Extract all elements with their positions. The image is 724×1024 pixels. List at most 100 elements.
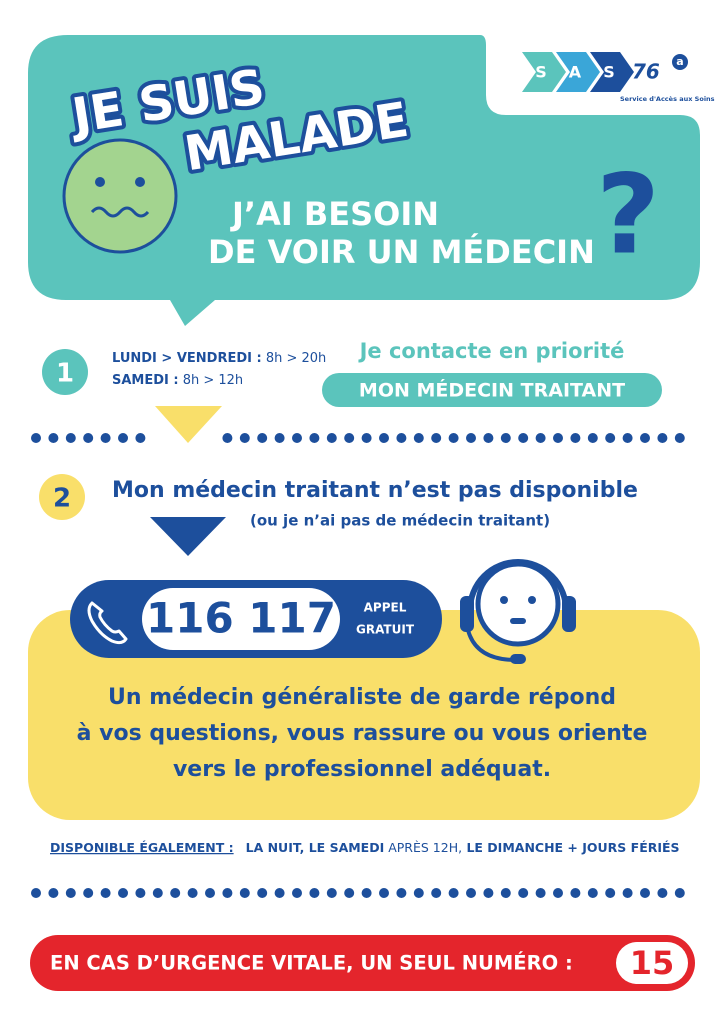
availability-part: APRÈS 12H, — [384, 840, 462, 855]
dot — [570, 433, 581, 443]
arrow — [150, 517, 226, 556]
phone-number: 116 117 — [146, 594, 336, 643]
dot — [65, 888, 76, 898]
dot — [222, 433, 233, 443]
dot — [640, 433, 650, 443]
hours-days: LUNDI > VENDREDI : — [112, 351, 262, 366]
logo-chevron — [556, 52, 600, 92]
dot — [553, 433, 563, 443]
dot — [674, 888, 685, 898]
dot — [553, 888, 563, 898]
dot — [361, 888, 372, 898]
dot — [674, 433, 685, 443]
dot — [239, 433, 250, 443]
subheadline-line: DE VOIR UN MÉDECIN — [208, 233, 595, 271]
arrow — [155, 406, 222, 443]
phone-label: APPEL — [364, 601, 407, 615]
dot — [170, 888, 181, 898]
step-badge — [42, 349, 88, 395]
dot — [535, 888, 546, 898]
dot — [292, 433, 302, 443]
emergency-number: 15 — [630, 944, 675, 982]
hours: SAMEDI : 8h > 12h — [112, 373, 243, 388]
sad-face — [62, 138, 178, 254]
dot — [396, 433, 407, 443]
dot — [448, 433, 459, 443]
speech-bubble — [28, 35, 700, 326]
dot — [309, 888, 320, 898]
dot — [118, 433, 128, 443]
dot — [448, 888, 459, 898]
dot — [657, 433, 668, 443]
dot — [535, 433, 546, 443]
step-badge — [39, 474, 85, 520]
dot — [83, 433, 94, 443]
dot — [431, 433, 442, 443]
dot — [379, 433, 389, 443]
logo-badge: a — [676, 55, 683, 68]
logo-chevron — [522, 52, 566, 92]
logo-number: 76 — [632, 60, 660, 84]
step-note: (ou je n’ai pas de médecin traitant) — [250, 512, 550, 530]
headset-icon — [460, 559, 576, 664]
dot — [518, 433, 529, 443]
phone-icon — [87, 601, 128, 645]
body-line: à vos questions, vous rassure ou vous or… — [77, 721, 648, 746]
dot — [483, 433, 494, 443]
dot — [344, 888, 355, 898]
dot — [466, 433, 476, 443]
dot — [100, 433, 111, 443]
dot — [257, 433, 268, 443]
dot — [570, 888, 581, 898]
emergency-text: EN CAS D’URGENCE VITALE, UN SEUL NUMÉRO … — [50, 952, 573, 975]
step-number: 1 — [56, 359, 74, 389]
hours-time: 8h > 12h — [179, 373, 244, 388]
dot — [100, 888, 111, 898]
dot — [361, 433, 372, 443]
dot — [48, 433, 59, 443]
dot — [483, 888, 494, 898]
logo-letter: A — [569, 63, 582, 82]
dot — [309, 433, 320, 443]
availability: DISPONIBLE ÉGALEMENT : LA NUIT, LE SAMEDI… — [50, 840, 680, 855]
dot — [239, 888, 250, 898]
logo-letter: S — [603, 63, 615, 82]
dot — [326, 433, 337, 443]
phone-label: GRATUIT — [356, 623, 415, 637]
dot — [205, 888, 215, 898]
logo-letter: S — [535, 63, 547, 82]
logo-tagline: Service d'Accès aux Soins — [620, 95, 715, 103]
dot-separator — [31, 888, 685, 898]
dot — [274, 888, 285, 898]
dot — [518, 888, 529, 898]
dot — [413, 888, 424, 898]
dot — [431, 888, 442, 898]
dot — [83, 888, 94, 898]
dot — [640, 888, 650, 898]
dot — [31, 433, 41, 443]
dot — [657, 888, 668, 898]
info-box — [28, 610, 700, 820]
step-number: 2 — [53, 484, 71, 514]
hours-time: 8h > 20h — [262, 351, 327, 366]
dot — [500, 888, 511, 898]
hours: LUNDI > VENDREDI : 8h > 20h — [112, 351, 326, 366]
dot — [274, 433, 285, 443]
contact: MON MÉDECIN TRAITANT — [359, 379, 625, 402]
dot — [622, 433, 633, 443]
availability-part: LA NUIT, LE SAMEDI — [246, 840, 385, 855]
logo-badge-bg — [672, 54, 688, 70]
contact-pill — [322, 373, 662, 407]
availability-label: DISPONIBLE ÉGALEMENT : — [50, 840, 234, 855]
dot — [413, 433, 424, 443]
phone-number-pill — [142, 588, 340, 650]
subheadline-line: J’AI BESOIN — [230, 195, 439, 233]
dot — [292, 888, 302, 898]
dot — [222, 888, 233, 898]
step-action: Je contacte en priorité — [358, 339, 625, 363]
dot — [135, 888, 146, 898]
availability-part: LE DIMANCHE + JOURS FÉRIÉS — [462, 840, 679, 855]
dot — [605, 433, 616, 443]
body-line: Un médecin généraliste de garde répond — [108, 685, 616, 710]
